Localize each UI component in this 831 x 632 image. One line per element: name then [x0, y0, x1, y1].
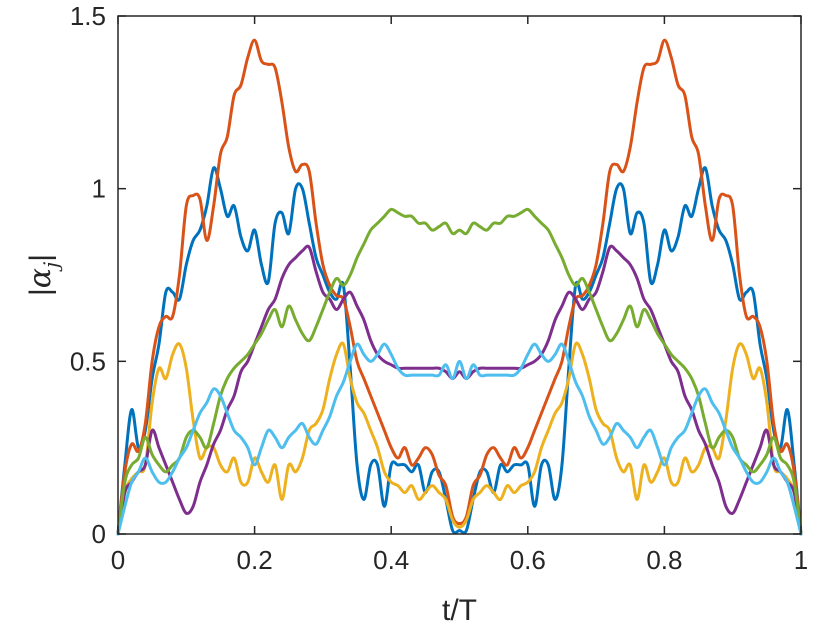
series-layer	[116, 38, 803, 536]
y-axis-label-subscript: j	[39, 262, 63, 272]
series-line-5	[116, 207, 803, 536]
y-axis-label-bar-right: |	[24, 254, 57, 262]
x-tick-label-3: 0.6	[510, 545, 546, 575]
x-tick-label-2: 0.4	[373, 545, 409, 575]
y-tick-label-3: 1.5	[70, 1, 106, 31]
x-tick-label-4: 0.8	[646, 545, 682, 575]
series-line-6	[116, 342, 803, 536]
y-axis-label-bar-left: |	[24, 288, 57, 296]
y-tick-label-1: 0.5	[70, 346, 106, 376]
x-tick-label-5: 1	[794, 545, 808, 575]
x-tick-label-1: 0.2	[237, 545, 273, 575]
y-axis-label: |αj|	[23, 254, 63, 296]
series-line-1	[116, 166, 803, 536]
axes-box	[117, 15, 802, 535]
tick-layer: 0 0.2 0.4 0.6 0.8 1 0 0.5 1 1.5	[70, 1, 808, 575]
y-tick-label-0: 0	[92, 519, 106, 549]
y-axis-label-symbol: α	[23, 268, 58, 288]
series-line-2	[116, 38, 803, 536]
series-line-4	[116, 244, 803, 536]
y-tick-label-2: 1	[92, 174, 106, 204]
x-tick-label-0: 0	[111, 545, 125, 575]
x-axis-label: t/T	[442, 594, 477, 627]
axes-layer	[117, 15, 802, 535]
series-line-3	[116, 341, 803, 536]
